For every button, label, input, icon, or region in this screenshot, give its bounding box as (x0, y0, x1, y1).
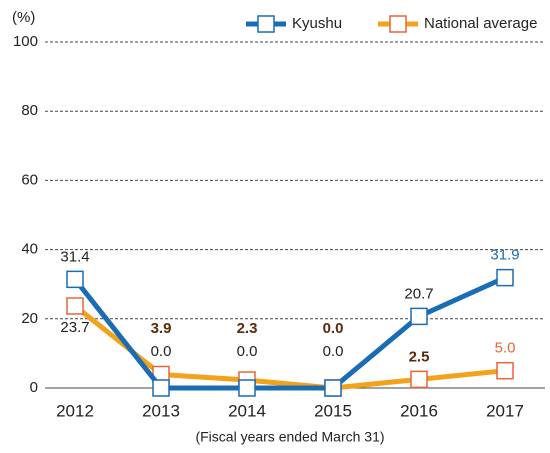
y-tick-label: 40 (21, 241, 38, 258)
data-label: 5.0 (495, 340, 516, 357)
y-tick-label: 80 (21, 102, 38, 119)
series-line (73, 304, 506, 391)
x-tick-label: 2016 (400, 401, 438, 420)
data-label: 20.7 (404, 285, 433, 302)
data-label: 23.7 (60, 319, 89, 336)
y-unit-label: (%) (12, 9, 35, 26)
data-label: 3.9 (151, 320, 172, 337)
data-label: 0.0 (323, 343, 344, 360)
y-tick-label: 60 (21, 171, 38, 188)
series-line (73, 275, 507, 391)
x-tick-label: 2013 (142, 401, 180, 420)
marker (66, 270, 84, 289)
data-label: 31.9 (490, 247, 519, 264)
marker (152, 379, 170, 397)
legend-marker (257, 15, 275, 33)
marker (496, 268, 514, 287)
legend-label: Kyushu (292, 15, 342, 32)
data-label: 2.3 (237, 320, 258, 337)
x-tick-label: 2017 (486, 401, 524, 420)
legend-marker (389, 15, 407, 33)
data-label: 0.0 (323, 320, 344, 337)
legend-label: National average (424, 15, 537, 32)
marker (410, 307, 428, 326)
data-label: 0.0 (151, 343, 172, 360)
data-label: 2.5 (409, 348, 430, 365)
x-tick-label: 2012 (56, 401, 94, 420)
marker (324, 379, 342, 397)
x-tick-label: 2014 (228, 401, 266, 420)
y-tick-label: 100 (13, 33, 38, 50)
data-label: 0.0 (237, 343, 258, 360)
x-axis-label: (Fiscal years ended March 31) (195, 429, 384, 445)
data-label: 31.4 (60, 248, 89, 265)
marker (496, 361, 514, 380)
marker (410, 370, 428, 389)
y-tick-label: 0 (30, 379, 38, 396)
y-tick-label: 20 (21, 310, 38, 327)
marker (238, 379, 256, 397)
marker (66, 297, 84, 315)
x-tick-label: 2015 (314, 401, 352, 420)
